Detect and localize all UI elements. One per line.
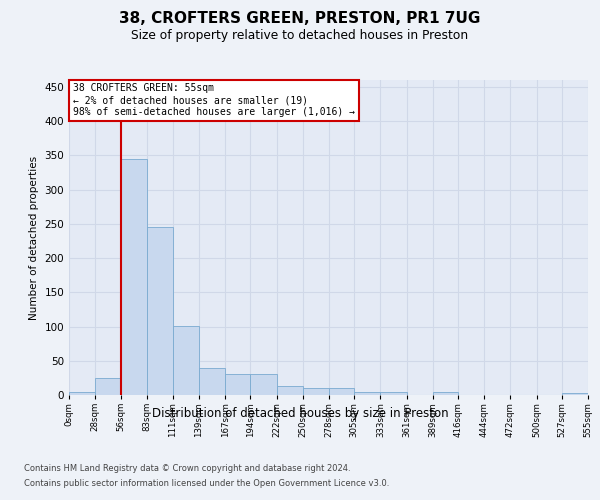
Bar [69,392,95,395]
Text: Size of property relative to detached houses in Preston: Size of property relative to detached ho… [131,29,469,42]
Bar [121,159,146,395]
Bar [380,392,407,395]
Bar [562,393,588,395]
Bar [329,388,354,395]
Bar [199,368,225,395]
Text: Contains HM Land Registry data © Crown copyright and database right 2024.: Contains HM Land Registry data © Crown c… [24,464,350,473]
Bar [433,392,458,395]
Text: Contains public sector information licensed under the Open Government Licence v3: Contains public sector information licen… [24,479,389,488]
Bar [354,392,380,395]
Text: 38, CROFTERS GREEN, PRESTON, PR1 7UG: 38, CROFTERS GREEN, PRESTON, PR1 7UG [119,11,481,26]
Bar [95,378,121,395]
Y-axis label: Number of detached properties: Number of detached properties [29,156,39,320]
Bar [303,388,329,395]
Text: 38 CROFTERS GREEN: 55sqm
← 2% of detached houses are smaller (19)
98% of semi-de: 38 CROFTERS GREEN: 55sqm ← 2% of detache… [73,84,355,116]
Bar [173,326,199,395]
Bar [146,226,173,395]
Text: Distribution of detached houses by size in Preston: Distribution of detached houses by size … [152,408,448,420]
Bar [277,386,303,395]
Bar [250,374,277,395]
Bar [225,374,250,395]
